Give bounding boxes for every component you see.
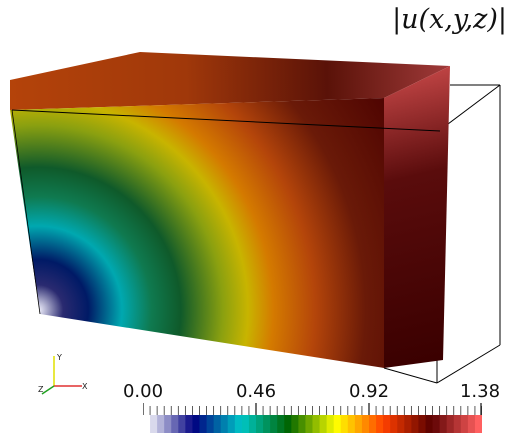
colorbar-swatch: [234, 415, 243, 433]
colorbar-swatch: [453, 415, 462, 433]
colorbar-swatch: [256, 415, 264, 433]
colorbar-swatch: [206, 415, 215, 433]
orientation-axes-icon[interactable]: Y X Z: [36, 350, 92, 396]
colorbar-tick-label: 1.38: [459, 381, 501, 402]
colorbar-swatch: [157, 415, 165, 433]
colorbar-swatch: [319, 415, 328, 433]
colorbar-swatch: [248, 415, 257, 433]
colorbar-swatch: [150, 415, 158, 433]
colorbar-swatch: [347, 415, 356, 433]
plot-title: |u(x,y,z)|: [392, 4, 507, 35]
colorbar-swatch: [383, 415, 391, 433]
colorbar-swatch: [277, 415, 285, 433]
colorbar-swatch: [404, 415, 412, 433]
colorbar: [143, 403, 482, 433]
y-axis-label: Y: [56, 353, 62, 362]
colorbar-swatch: [369, 415, 377, 433]
colorbar-swatch: [220, 415, 229, 433]
colorbar-swatch: [185, 415, 193, 433]
colorbar-tick-label: 0.92: [348, 381, 390, 402]
box-side-face: [384, 66, 450, 368]
colorbar-swatch: [298, 415, 306, 433]
plane-outline-left: [11, 109, 41, 315]
x-axis-label: X: [82, 382, 88, 391]
colorbar-swatch: [418, 415, 426, 433]
z-axis-line: [41, 385, 55, 395]
colorbar-swatch: [333, 415, 342, 433]
colorbar-swatch: [432, 415, 441, 433]
box-front-face: [10, 98, 384, 368]
colorbar-swatch: [340, 415, 349, 433]
colorbar-swatch: [164, 415, 172, 433]
colorbar-swatch: [361, 415, 370, 433]
colorbar-tick-label: 0.46: [235, 381, 277, 402]
domain-wireframe: [383, 84, 501, 384]
colorbar-swatch: [397, 415, 405, 433]
colorbar-tick-label: 0.00: [122, 381, 164, 402]
colorbar-swatch: [178, 415, 186, 433]
colorbar-swatch: [270, 415, 278, 433]
colorbar-swatch: [474, 415, 482, 433]
colorbar-swatch: [460, 415, 469, 433]
plane-outline: [11, 109, 441, 132]
colorbar-swatch: [227, 415, 236, 433]
colorbar-swatch: [376, 415, 384, 433]
colorbar-swatch: [192, 415, 200, 433]
colorbar-swatch: [446, 415, 455, 433]
colorbar-swatch: [171, 415, 179, 433]
colorbar-swatch: [291, 415, 299, 433]
colorbar-swatch: [284, 415, 292, 433]
colorbar-swatch: [354, 415, 363, 433]
colorbar-swatch: [312, 415, 321, 433]
z-axis-label: Z: [38, 385, 44, 394]
colorbar-swatch: [439, 415, 448, 433]
box-top-face: [10, 52, 450, 110]
colorbar-swatch: [199, 415, 208, 433]
colorbar-swatch: [467, 415, 476, 433]
colorbar-swatch: [411, 415, 419, 433]
colorbar-swatch: [425, 415, 434, 433]
colorbar-swatch: [263, 415, 271, 433]
colorbar-swatch: [326, 415, 335, 433]
colorbar-swatch: [143, 415, 151, 433]
colorbar-swatch: [213, 415, 222, 433]
colorbar-swatch: [241, 415, 250, 433]
colorbar-swatch: [390, 415, 398, 433]
colorbar-swatch: [305, 415, 313, 433]
